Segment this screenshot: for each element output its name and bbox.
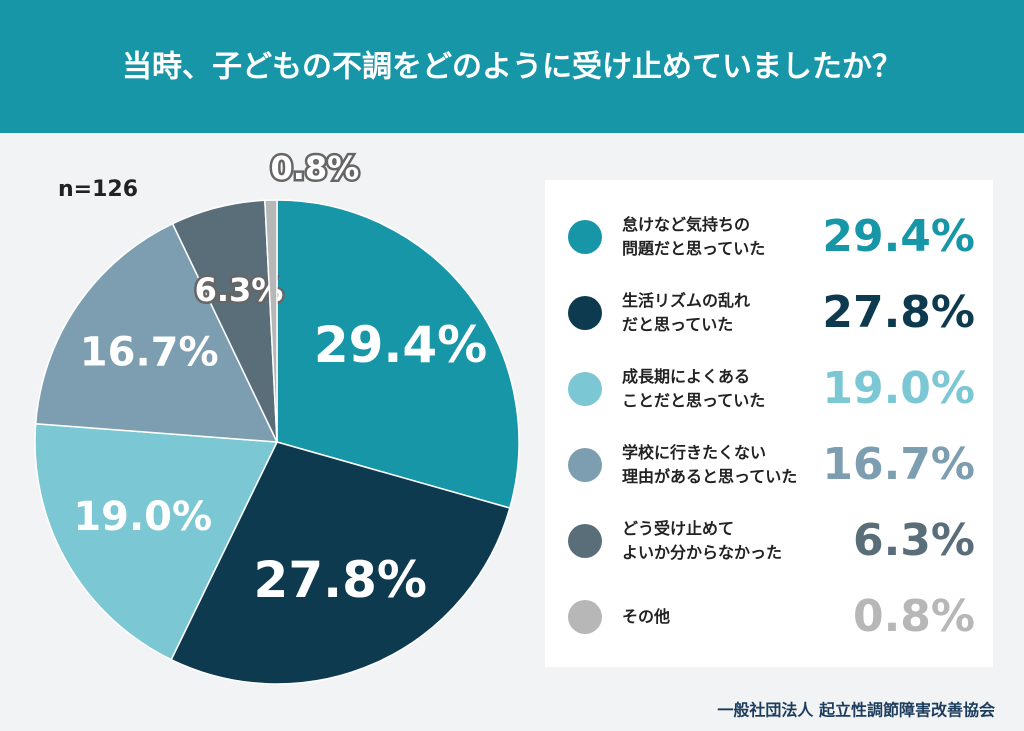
legend-label: 怠けなど気持ちの 問題だと思っていた <box>622 215 766 258</box>
legend-marker <box>568 524 602 558</box>
pie-slice <box>276 199 520 509</box>
pie-slice <box>264 199 278 443</box>
legend-marker <box>568 220 602 254</box>
sample-size: n=126 <box>58 177 138 202</box>
slice-label: 27.8% <box>254 551 427 609</box>
legend-value: 0.8% <box>853 591 975 642</box>
legend-value: 29.4% <box>822 211 975 262</box>
slice-label: 19.0% <box>73 494 212 540</box>
slice-label: 29.4% <box>314 316 487 374</box>
legend-box <box>545 180 993 667</box>
legend-marker <box>568 296 602 330</box>
pie-slice <box>170 441 511 685</box>
legend-marker <box>568 448 602 482</box>
legend-marker <box>568 600 602 634</box>
legend-label: 成長期によくある ことだと思っていた <box>622 367 766 410</box>
pie-slice <box>34 222 279 443</box>
legend-label: どう受け止めて よいか分からなかった <box>622 519 783 562</box>
chart-title: 当時、子どもの不調をどのように受け止めていましたか？ <box>122 50 902 85</box>
header-bar <box>0 0 1024 133</box>
slice-label: 0.8% <box>270 149 359 187</box>
legend-value: 16.7% <box>822 439 975 490</box>
slice-label: 16.7% <box>80 330 219 376</box>
legend-value: 27.8% <box>822 287 975 338</box>
footer: 一般社団法人 起立性調節障害改善協会 <box>717 701 995 720</box>
legend-marker <box>568 372 602 406</box>
legend-value: 6.3% <box>853 515 975 566</box>
legend-label: 生活リズムの乱れ だと思っていた <box>622 291 751 334</box>
legend-label: 学校に行きたくない 理由があると思っていた <box>622 443 798 486</box>
legend-value: 19.0% <box>822 363 975 414</box>
legend-label: その他 <box>622 607 671 626</box>
pie-slice <box>34 422 279 661</box>
